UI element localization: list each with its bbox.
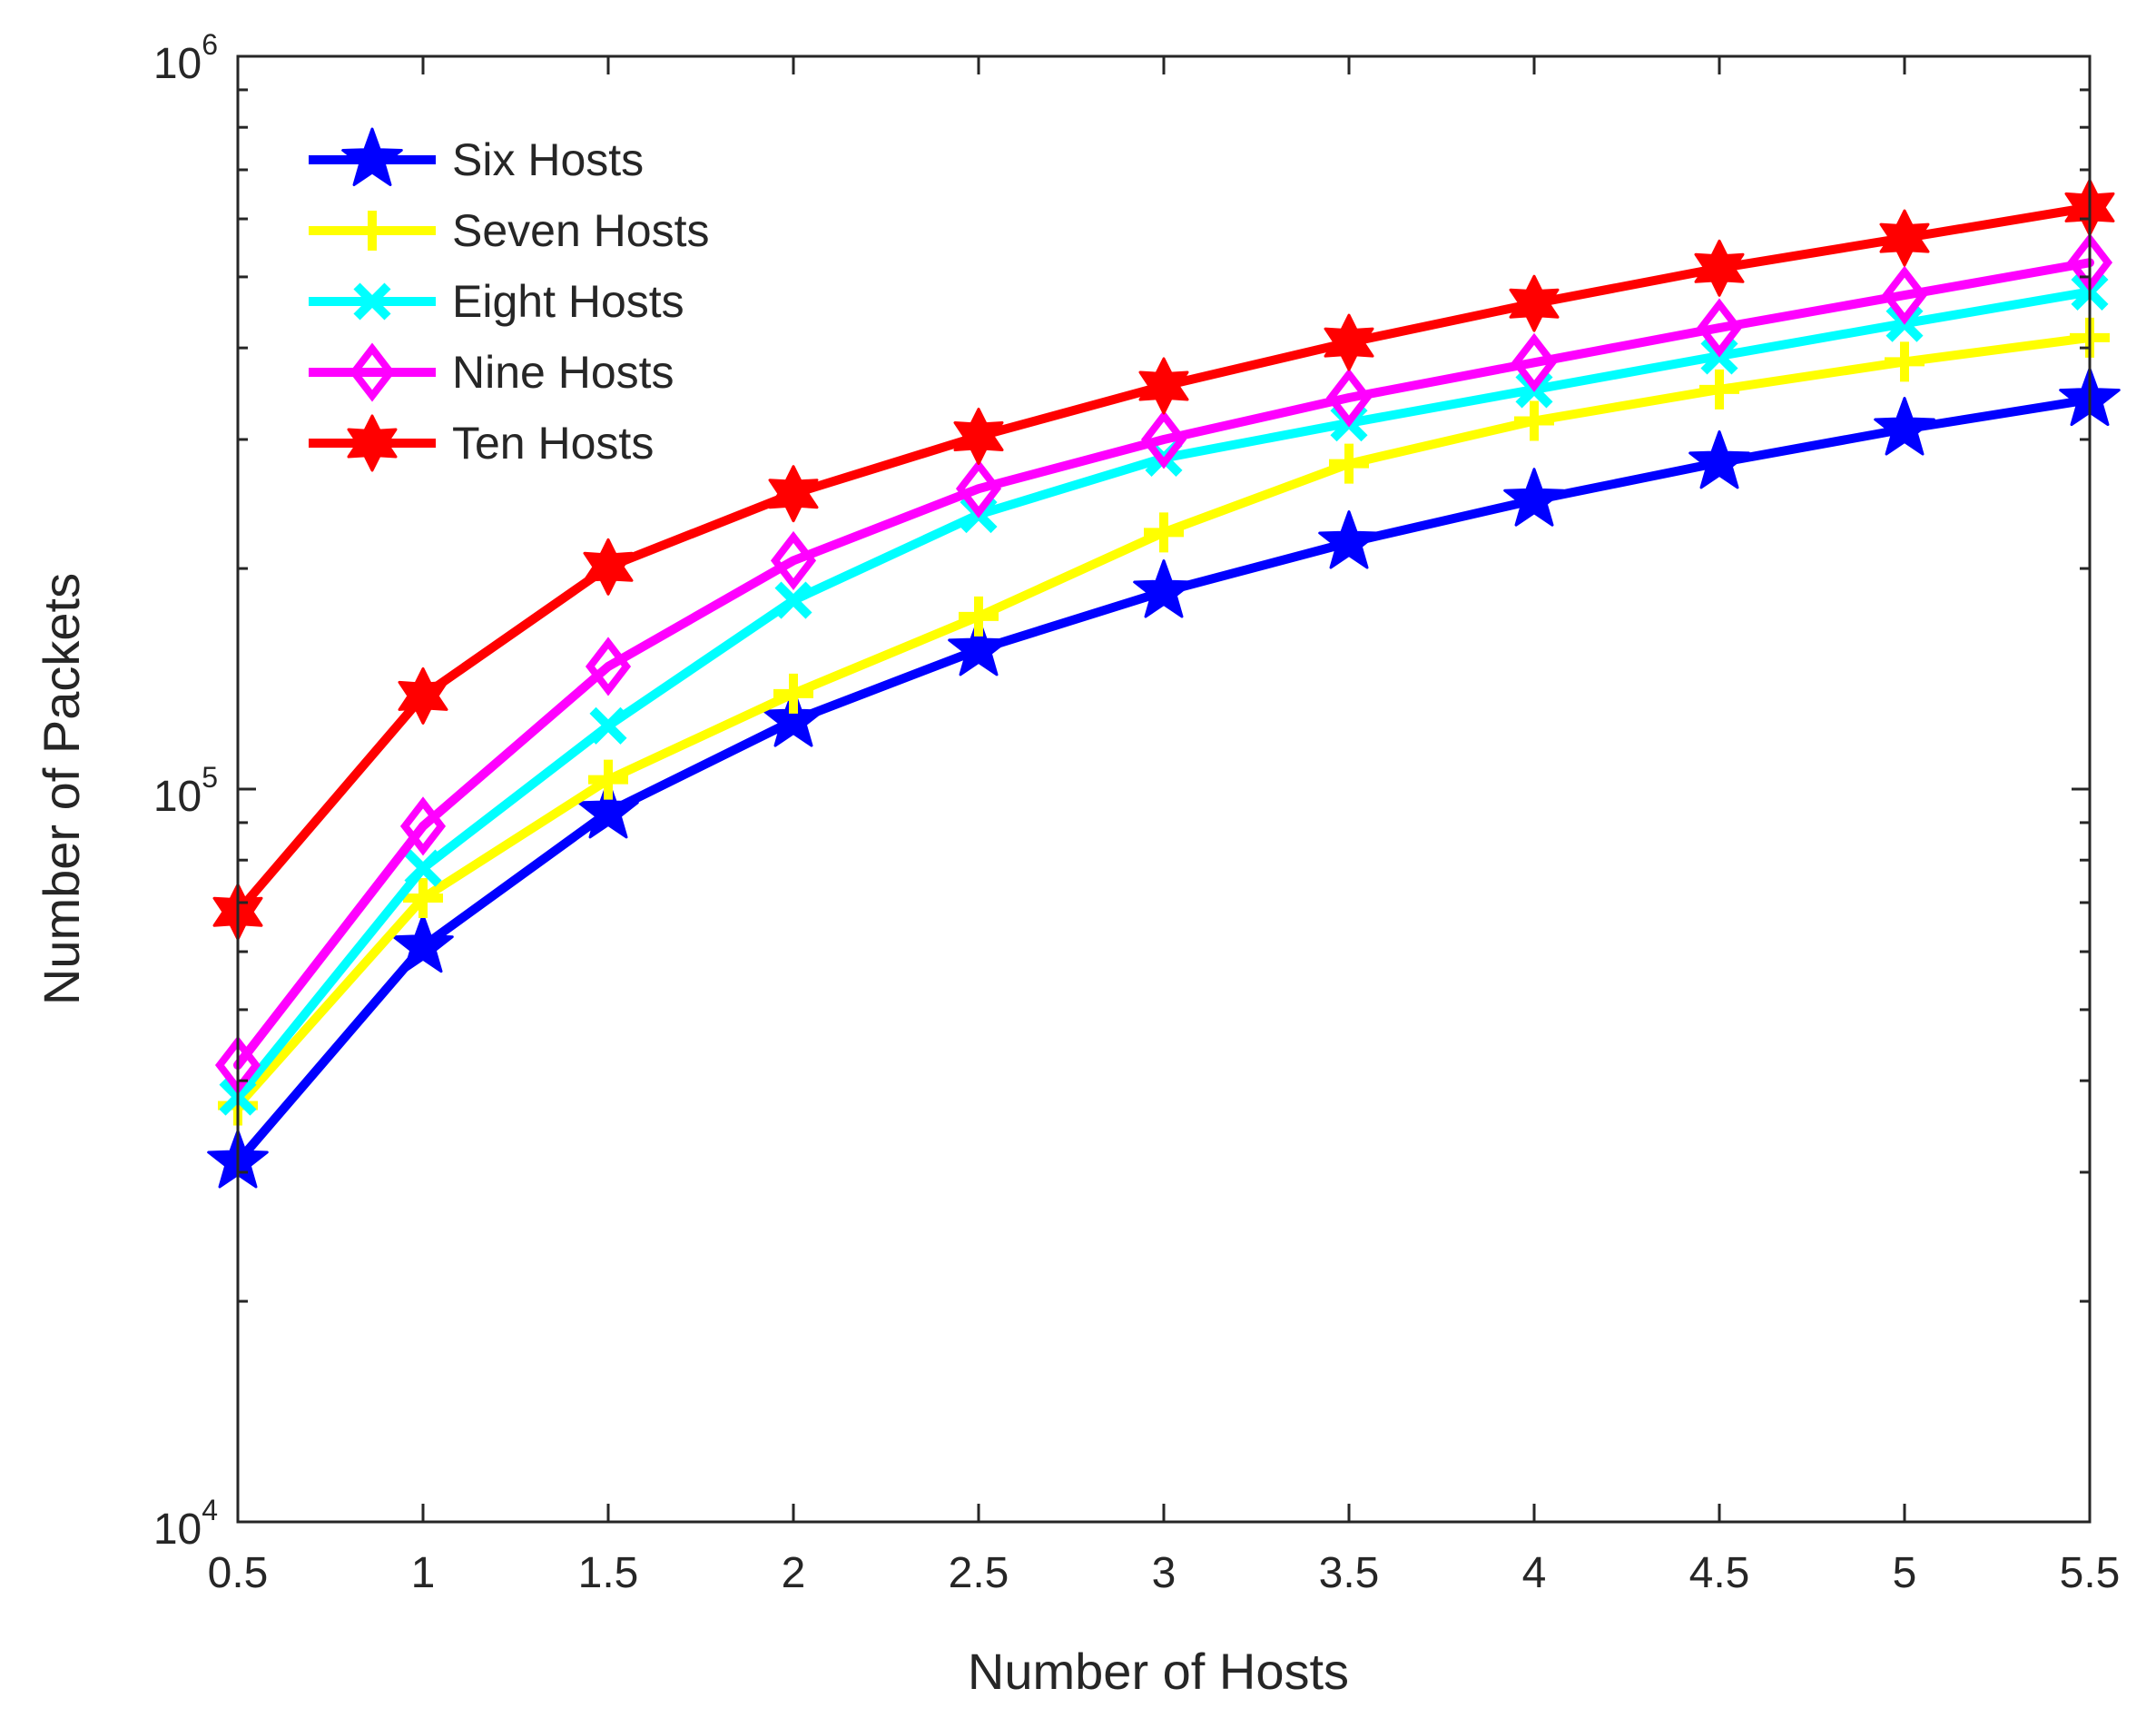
marker-hexagram	[1509, 274, 1560, 332]
legend-item: Nine Hosts	[309, 342, 674, 402]
marker-diamond	[1140, 410, 1187, 469]
marker-plus	[1514, 400, 1554, 441]
x-tick-label: 4.5	[1689, 1549, 1750, 1597]
marker-plus	[1885, 341, 1925, 382]
marker-hexagram	[1138, 357, 1189, 415]
plot-background	[238, 56, 2090, 1522]
marker-hexagram	[1879, 209, 1930, 267]
marker-diamond	[585, 637, 632, 696]
y-axis-title: Number of Packets	[33, 573, 90, 1005]
marker-x	[353, 282, 391, 321]
marker-hexagram	[1324, 313, 1374, 371]
x-tick-label: 2.5	[949, 1549, 1009, 1597]
marker-diamond	[1511, 332, 1558, 392]
series-seven-hosts	[218, 317, 2110, 1126]
x-tick-label: 1.5	[578, 1549, 639, 1597]
series-nine-hosts	[214, 232, 2113, 1095]
marker-diamond	[955, 459, 1002, 518]
marker-pentagram	[392, 913, 454, 973]
marker-pentagram	[1133, 559, 1195, 618]
marker-pentagram	[341, 127, 403, 186]
marker-plus	[403, 878, 443, 919]
marker-plus	[1329, 443, 1369, 484]
legend-label: Six Hosts	[452, 134, 644, 185]
x-tick-label: 2	[782, 1549, 806, 1597]
marker-diamond	[770, 530, 817, 590]
x-tick-label: 5	[1893, 1549, 1917, 1597]
plot-area	[238, 56, 2090, 1522]
legend-label: Eight Hosts	[452, 276, 684, 327]
marker-hexagram	[953, 408, 1004, 465]
legend-label: Ten Hosts	[452, 418, 654, 469]
marker-plus	[352, 211, 392, 251]
marker-plus	[588, 759, 628, 800]
tick-labels: 0.5 1 1.5 2 2.5 3 3.5 4 4.5 5 5.5 104 105 106	[153, 28, 2121, 1597]
x-tick-label: 1	[411, 1549, 436, 1597]
legend-item: Six Hosts	[309, 127, 644, 186]
marker-hexagram	[1694, 239, 1745, 297]
marker-hexagram	[768, 465, 819, 523]
legend-item: Ten Hosts	[309, 414, 654, 472]
axes	[236, 54, 2092, 1524]
x-tick-label: 3.5	[1319, 1549, 1380, 1597]
legend-label: Nine Hosts	[452, 347, 674, 398]
legend-item: Eight Hosts	[309, 276, 684, 327]
marker-x	[589, 706, 627, 745]
y-tick-label: 106	[153, 28, 218, 88]
x-tick-label: 4	[1522, 1549, 1547, 1597]
x-tick-label: 0.5	[208, 1549, 269, 1597]
marker-pentagram	[1688, 430, 1750, 489]
legend: Six Hosts Seven Hosts Eight Hosts Nine Host…	[309, 127, 709, 472]
y-tick-label: 105	[153, 761, 218, 821]
marker-diamond	[349, 342, 396, 402]
marker-x	[404, 849, 442, 887]
marker-pentagram	[948, 617, 1009, 676]
series-layer	[207, 178, 2121, 1189]
x-tick-label: 5.5	[2060, 1549, 2121, 1597]
marker-plus	[773, 673, 813, 714]
marker-diamond	[1325, 368, 1373, 428]
marker-hexagram	[398, 667, 448, 725]
y-tick-label: 104	[153, 1494, 218, 1554]
marker-pentagram	[1874, 397, 1935, 456]
marker-diamond	[399, 796, 447, 856]
marker-plus	[959, 596, 999, 637]
x-axis-title: Number of Hosts	[968, 1643, 1349, 1700]
legend-label: Seven Hosts	[452, 205, 709, 256]
marker-diamond	[1696, 298, 1743, 358]
x-tick-label: 3	[1152, 1549, 1176, 1597]
marker-x	[774, 581, 812, 619]
series-line	[233, 258, 2094, 1070]
marker-pentagram	[1503, 468, 1565, 527]
marker-hexagram	[583, 538, 634, 596]
marker-diamond	[1881, 265, 1928, 325]
marker-pentagram	[1318, 510, 1380, 569]
marker-plus	[1699, 369, 1739, 410]
marker-plus	[1144, 512, 1184, 553]
marker-hexagram	[347, 414, 398, 472]
marker-pentagram	[577, 779, 639, 839]
marker-pentagram	[763, 688, 824, 747]
legend-item: Seven Hosts	[309, 205, 709, 256]
